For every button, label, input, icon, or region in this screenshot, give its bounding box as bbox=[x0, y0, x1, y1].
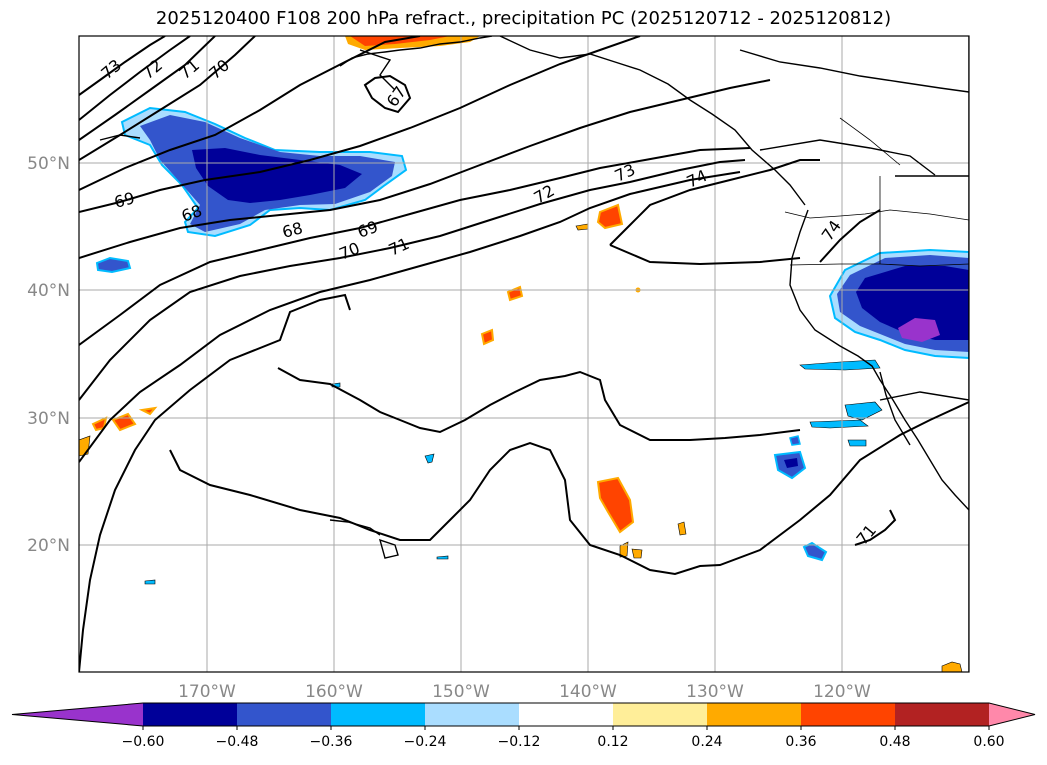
neg-blob-east-max bbox=[898, 318, 940, 342]
colorbar: −0.60 −0.48 −0.36 −0.24 −0.12 0.12 0.24 0.36 0.4… bbox=[11, 702, 1036, 750]
colorbar-tick-label: 0.60 bbox=[973, 734, 1004, 750]
coastlines bbox=[99, 36, 969, 672]
contour-label: 72 bbox=[138, 55, 166, 83]
colorbar-tick-label: 0.24 bbox=[691, 734, 722, 750]
pos-blob-9 bbox=[677, 521, 687, 536]
contour-label: 71 bbox=[175, 55, 203, 83]
latitude-labels: 50°N 40°N 30°N 20°N bbox=[27, 154, 70, 556]
pos-blob-13 bbox=[941, 661, 963, 672]
pos-blob-11 bbox=[631, 548, 643, 559]
contour-label: 71 bbox=[386, 234, 412, 260]
neg-blob-coastal-1 bbox=[799, 359, 881, 371]
colorbar-extend-min bbox=[12, 703, 143, 726]
colorbar-tick-label: 0.48 bbox=[879, 734, 910, 750]
neg-blob-sub-3 bbox=[789, 435, 801, 446]
colorbar-segment bbox=[707, 703, 802, 726]
lon-label: 170°W bbox=[178, 682, 236, 702]
colorbar-tick-label: −0.36 bbox=[310, 734, 353, 750]
pos-blob-12 bbox=[575, 223, 589, 231]
colorbar-tick-label: −0.48 bbox=[216, 734, 259, 750]
lon-label: 160°W bbox=[305, 682, 363, 702]
neg-blob-sub-2 bbox=[802, 541, 828, 562]
longitude-labels: 170°W 160°W 150°W 140°W 130°W 120°W bbox=[178, 682, 871, 702]
lon-label: 130°W bbox=[686, 682, 744, 702]
neg-blob-coastal-4 bbox=[847, 439, 867, 447]
colorbar-segment bbox=[331, 703, 426, 726]
lon-label: 150°W bbox=[432, 682, 490, 702]
neg-blob-sub-1-core bbox=[784, 458, 798, 468]
pos-blob-north-core bbox=[350, 36, 450, 46]
colorbar-segment bbox=[895, 703, 990, 726]
colorbar-tick-label: 0.36 bbox=[785, 734, 816, 750]
positive-precip-areas bbox=[79, 36, 963, 672]
lat-label: 20°N bbox=[27, 536, 70, 556]
lon-label: 140°W bbox=[559, 682, 617, 702]
colorbar-segment bbox=[613, 703, 708, 726]
neg-blob-east-core bbox=[856, 266, 969, 340]
pos-blob-3 bbox=[480, 328, 495, 346]
lat-label: 50°N bbox=[27, 154, 70, 174]
pos-blob-2 bbox=[506, 285, 524, 302]
map-content: 73 72 71 70 67 69 68 68 69 70 71 72 73 7… bbox=[79, 36, 969, 672]
contour-label: 69 bbox=[112, 188, 137, 212]
map-title: 2025120400 F108 200 hPa refract., precip… bbox=[155, 8, 892, 29]
pos-blob-10 bbox=[619, 541, 629, 558]
colorbar-segment bbox=[237, 703, 332, 726]
lat-label: 40°N bbox=[27, 281, 70, 301]
pos-blob-5 bbox=[111, 412, 137, 432]
political-borders bbox=[784, 117, 969, 267]
neg-blob-coastal-2 bbox=[844, 401, 883, 421]
neg-blob-sub-4 bbox=[424, 453, 435, 464]
plot-frame bbox=[78, 35, 970, 673]
pos-blob-6 bbox=[138, 406, 158, 416]
colorbar-segment bbox=[519, 703, 614, 726]
contour-label: 69 bbox=[355, 217, 381, 242]
colorbar-segment bbox=[425, 703, 520, 726]
contour-label: 68 bbox=[280, 218, 305, 242]
gridlines bbox=[79, 36, 969, 672]
contour-label: 70 bbox=[336, 238, 362, 263]
pos-blob-4 bbox=[596, 476, 635, 534]
pos-blob-1 bbox=[596, 203, 624, 230]
colorbar-tick-label: 0.12 bbox=[597, 734, 628, 750]
contour-label: 74 bbox=[684, 166, 710, 192]
lon-label: 120°W bbox=[813, 682, 871, 702]
colorbar-tick-label: −0.24 bbox=[404, 734, 447, 750]
colorbar-tick-label: −0.60 bbox=[122, 734, 165, 750]
colorbar-segment bbox=[143, 703, 238, 726]
refractivity-contours bbox=[79, 36, 969, 672]
colorbar-tick-label: −0.12 bbox=[498, 734, 541, 750]
neg-blob-coastal-3 bbox=[809, 419, 869, 429]
negative-precip-areas bbox=[95, 106, 969, 585]
colorbar-extend-max bbox=[989, 703, 1035, 726]
lat-label: 30°N bbox=[27, 409, 70, 429]
neg-blob-small-west bbox=[95, 256, 132, 274]
neg-blob-nw-core bbox=[192, 148, 362, 203]
colorbar-segment bbox=[801, 703, 896, 726]
neg-blob-sub-7 bbox=[144, 579, 156, 585]
neg-blob-sub-6 bbox=[436, 555, 449, 560]
